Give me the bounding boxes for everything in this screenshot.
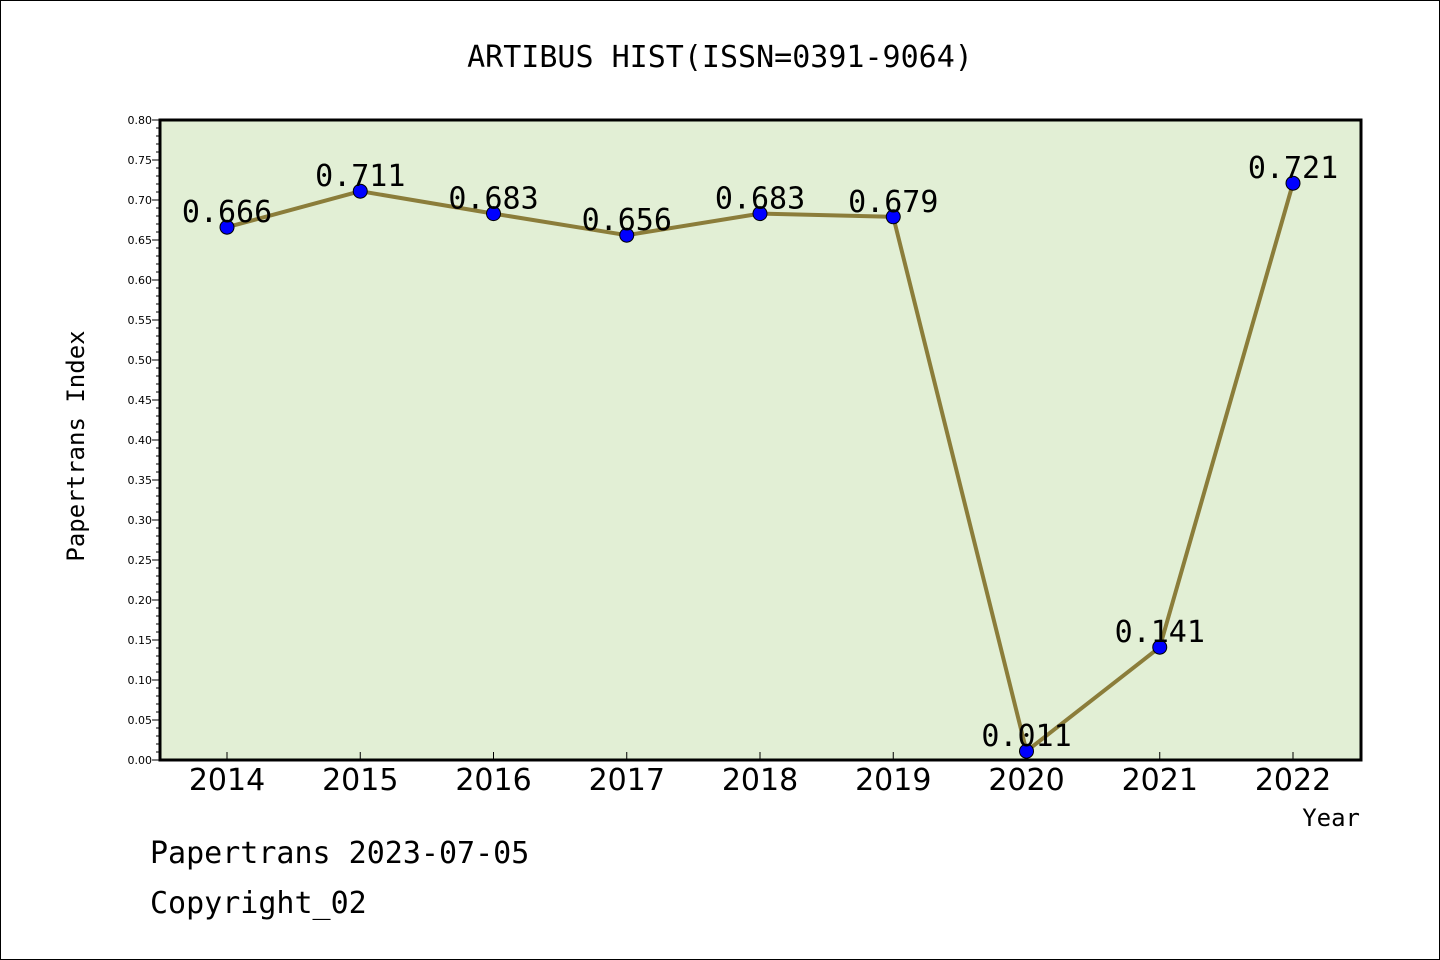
y-tick-label: 0.00 (128, 754, 153, 767)
data-point (619, 227, 635, 243)
x-tick-label: 2016 (455, 763, 531, 798)
y-tick-labels: 0.00 0.05 0.10 0.15 0.20 0.25 0.30 0.35 0.40 0.45… (128, 114, 153, 767)
y-tick-label: 0.55 (128, 314, 153, 327)
x-tick-label: 2021 (1122, 763, 1198, 798)
y-tick-label: 0.30 (128, 514, 153, 527)
data-labels: 0.666 0.711 0.683 0.656 0.683 0.679 0.011 0.141… (182, 151, 1338, 754)
y-tick-label: 0.40 (128, 434, 153, 447)
data-point (1019, 743, 1034, 759)
data-label: 0.683 (715, 182, 805, 217)
data-label: 0.666 (182, 195, 272, 230)
data-point (352, 183, 368, 199)
data-label: 0.679 (848, 185, 938, 220)
x-tick-label: 2019 (855, 763, 931, 798)
y-tick-label: 0.20 (128, 594, 153, 607)
y-tick-label: 0.50 (128, 354, 153, 367)
y-tick-label: 0.75 (128, 154, 153, 167)
x-tick-label: 2017 (589, 763, 665, 798)
y-tick-label: 0.60 (128, 274, 153, 287)
series-markers (219, 175, 1301, 759)
data-point (1152, 639, 1168, 655)
y-axis-label: Papertrans Index (62, 330, 90, 561)
data-label: 0.656 (582, 203, 672, 238)
data-point (1285, 175, 1301, 191)
data-label: 0.141 (1115, 615, 1205, 650)
y-tick-label: 0.70 (128, 194, 153, 207)
data-point (885, 209, 901, 225)
y-tick-label: 0.25 (128, 554, 153, 567)
y-tick-label: 0.45 (128, 394, 153, 407)
y-tick-label: 0.80 (128, 114, 153, 127)
x-axis-label: Year (1302, 804, 1360, 832)
x-tick-labels: 2014 2015 2016 2017 2018 2019 2020 2021 2022 (189, 763, 1331, 798)
y-tick-label: 0.15 (128, 634, 153, 647)
y-tick-label: 0.35 (128, 474, 153, 487)
data-label: 0.683 (448, 182, 538, 217)
x-tick-label: 2015 (322, 763, 398, 798)
x-tick-label: 2020 (988, 763, 1064, 798)
x-tick-label: 2014 (189, 763, 265, 798)
data-label: 0.711 (315, 159, 405, 194)
x-tick-label: 2022 (1255, 763, 1331, 798)
footer-date: Papertrans 2023-07-05 (150, 836, 530, 871)
footer-copyright: Copyright_02 (150, 886, 367, 921)
chart-title: ARTIBUS HIST(ISSN=0391-9064) (467, 40, 973, 75)
data-point (486, 206, 501, 222)
data-point (219, 219, 235, 235)
data-label: 0.011 (981, 719, 1071, 754)
y-tick-label: 0.10 (128, 674, 153, 687)
y-tick-label: 0.05 (128, 714, 153, 727)
y-tick-label: 0.65 (128, 234, 153, 247)
data-point (752, 206, 768, 222)
data-label: 0.721 (1248, 151, 1338, 186)
x-tick-label: 2018 (722, 763, 798, 798)
axis-ticks (152, 119, 1294, 761)
